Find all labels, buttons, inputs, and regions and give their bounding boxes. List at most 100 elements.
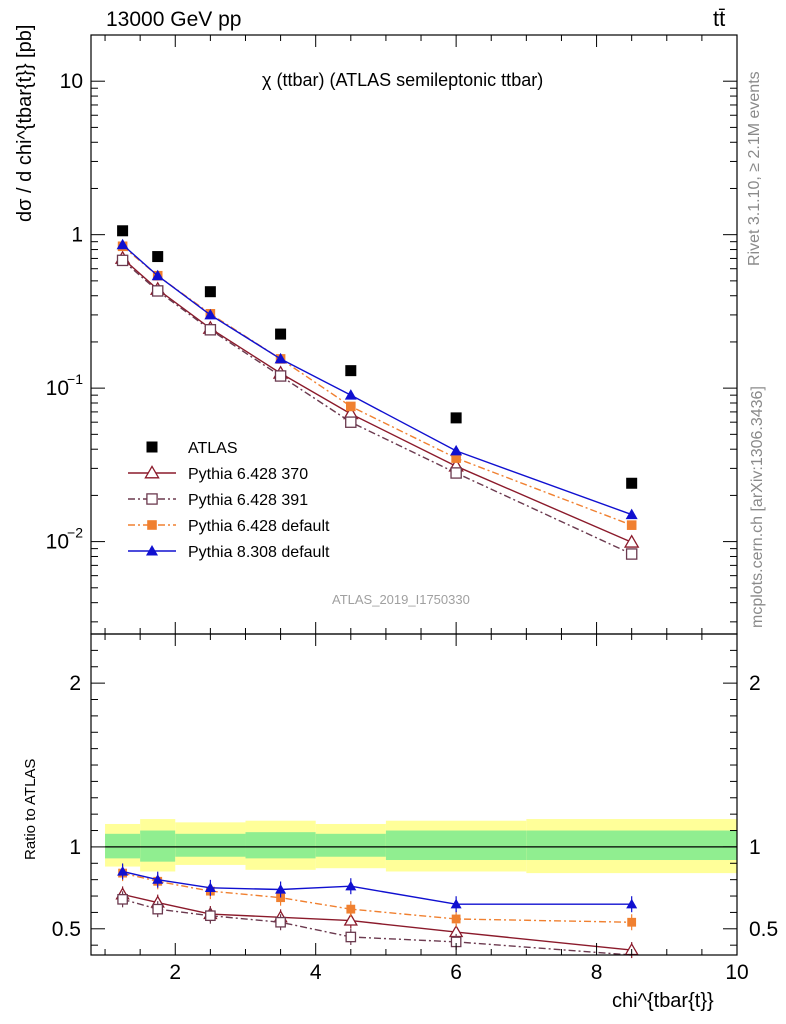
series-pythia-6-428-default — [117, 241, 637, 530]
legend-label: Pythia 6.428 default — [188, 518, 330, 535]
legend-label: Pythia 6.428 370 — [188, 466, 308, 483]
ratio-series-pythia-6-428-370 — [115, 886, 639, 959]
uncertainty-band-inner — [526, 830, 737, 861]
data-point — [345, 365, 357, 377]
data-point — [625, 548, 638, 560]
data-point — [274, 370, 287, 382]
data-point — [151, 285, 164, 297]
ratio-y-axis-label: Ratio to ATLAS — [22, 758, 39, 860]
main-y-tick-label-10^-2: 10 — [46, 531, 69, 554]
data-point — [146, 545, 158, 556]
series-line — [122, 259, 632, 555]
data-point — [275, 883, 287, 894]
data-point — [276, 893, 285, 903]
ratio-line — [122, 893, 632, 951]
main-plot-title: χ (ttbar) (ATLAS semileptonic ttbar) — [262, 70, 544, 90]
data-point — [625, 508, 638, 520]
ratio-y-tick-label: 1 — [69, 836, 81, 859]
data-point — [451, 453, 461, 463]
data-point — [450, 898, 462, 909]
data-point — [346, 401, 356, 412]
uncertainty-band-inner — [175, 833, 246, 857]
watermark: ATLAS_2019_I1750330 — [332, 592, 470, 607]
main-y-tick-label-10^-1: 10 — [46, 377, 69, 400]
series-atlas — [117, 225, 638, 489]
ratio-y-tick-label-right: 0.5 — [749, 918, 778, 941]
series-pythia-8-308-default — [116, 238, 638, 520]
data-point — [626, 898, 638, 909]
ratio-series-pythia-8-308-default — [117, 863, 638, 913]
legend-entry: Pythia 6.428 391 — [128, 492, 308, 509]
ratio-y-tick-label: 2 — [69, 672, 81, 695]
data-point — [152, 903, 164, 915]
x-tick-label: 8 — [591, 961, 603, 984]
data-point — [627, 917, 637, 927]
energy-label: 13000 GeV pp — [106, 8, 242, 31]
main-y-axis-label: dσ / d chi^{tbar{t}} [pb] — [14, 24, 36, 222]
main-y-tick-label-10: 10 — [60, 70, 83, 93]
data-point — [117, 893, 128, 905]
x-tick-label: 4 — [310, 961, 322, 984]
ratio-y-tick-label-right: 2 — [749, 672, 761, 695]
ratio-series-pythia-6-428-default — [118, 865, 637, 931]
data-point — [204, 882, 216, 892]
uncertainty-band-inner — [385, 830, 527, 861]
legend-entry: Pythia 8.308 default — [128, 544, 330, 561]
data-point — [345, 931, 357, 943]
legend-label: Pythia 6.428 391 — [188, 492, 308, 509]
data-point — [144, 465, 160, 479]
ratio-y-tick-label-right: 1 — [749, 836, 761, 859]
data-point — [204, 324, 217, 336]
x-tick-label: 2 — [169, 961, 181, 984]
ratio-y-tick-label: 0.5 — [52, 918, 81, 941]
data-point — [146, 441, 158, 453]
main-y-tick-exponent: −1 — [67, 371, 83, 387]
main-y-tick-label-1: 1 — [71, 224, 83, 247]
uncertainty-band-inner — [140, 830, 176, 862]
uncertainty-band-inner — [105, 833, 141, 859]
x-axis-label: chi^{tbar{t}} — [612, 990, 714, 1012]
ratio-plot-frame — [90, 633, 738, 956]
data-point — [205, 910, 216, 922]
data-point — [343, 913, 358, 926]
data-point — [152, 251, 164, 263]
data-point — [450, 444, 463, 456]
data-point — [152, 874, 164, 884]
data-point — [346, 904, 356, 914]
data-point — [204, 286, 216, 298]
main-y-tick-exponent: −2 — [67, 525, 83, 541]
data-point — [345, 416, 357, 428]
legend-label: Pythia 8.308 default — [188, 544, 330, 561]
series-line — [122, 245, 632, 526]
x-tick-label: 6 — [450, 961, 462, 984]
mcplots-label: mcplots.cern.ch [arXiv:1306.3436] — [749, 386, 766, 628]
legend-label: ATLAS — [188, 440, 238, 457]
uncertainty-band-inner — [245, 832, 316, 859]
process-label: tt̄ — [713, 6, 726, 31]
data-point — [451, 914, 461, 924]
series-pythia-6-428-391 — [116, 254, 638, 560]
legend-entry: ATLAS — [146, 440, 238, 457]
data-point — [450, 467, 462, 479]
legend-entry: Pythia 6.428 370 — [128, 465, 308, 483]
x-tick-label: 10 — [725, 961, 748, 984]
ratio-line — [122, 898, 632, 956]
data-point — [623, 534, 640, 548]
rivet-version-label: Rivet 3.1.10, ≥ 2.1M events — [746, 71, 763, 266]
data-point — [275, 916, 286, 928]
data-point — [450, 412, 462, 424]
data-point — [275, 328, 287, 340]
ratio-series-pythia-6-428-391 — [117, 891, 632, 956]
ratio-line — [122, 870, 632, 905]
data-point — [116, 254, 129, 267]
data-point — [151, 269, 164, 281]
data-point — [344, 389, 357, 400]
data-point — [117, 865, 129, 876]
data-point — [274, 352, 287, 364]
uncertainty-band-inner — [315, 833, 386, 857]
legend-entry: Pythia 6.428 default — [128, 518, 330, 535]
data-point — [146, 493, 158, 505]
data-point — [345, 880, 357, 891]
data-point — [204, 308, 217, 320]
